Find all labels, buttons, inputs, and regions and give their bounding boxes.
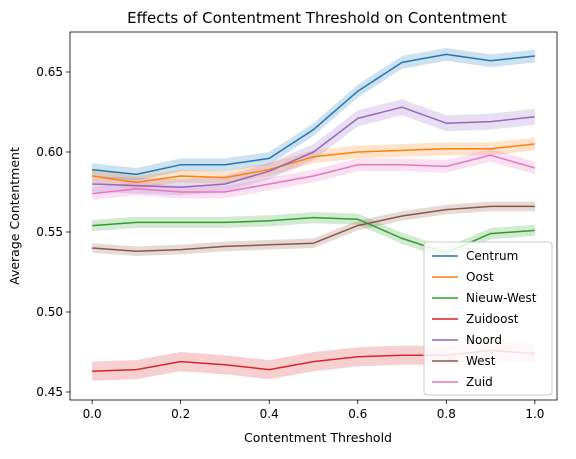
legend-label-noord: Noord (466, 333, 502, 347)
series-line-centrum (92, 53, 535, 176)
series-band-zuid (92, 148, 535, 200)
legend-label-centrum: Centrum (466, 249, 518, 263)
y-tick-label: 0.60 (36, 145, 63, 159)
series-line-oost (92, 143, 535, 184)
x-tick-label: 1.0 (525, 407, 544, 421)
series-band-west (92, 201, 535, 256)
legend: Centrum Oost Nieuw-West Zuidoost Noord West Zu… (423, 241, 553, 396)
x-tick-label: 0.6 (348, 407, 367, 421)
plot-area-frame (69, 31, 558, 401)
x-axis-label: Contentment Threshold (244, 430, 392, 445)
series-line-west (92, 205, 535, 252)
series-line-zuid (92, 154, 536, 195)
legend-label-zuidoost: Zuidoost (466, 312, 519, 326)
legend-label-zuid: Zuid (466, 375, 493, 389)
legend-label-west: West (466, 354, 496, 368)
x-tick-label: 0.4 (260, 407, 279, 421)
legend-label-oost: Oost (466, 270, 494, 284)
x-tick-label: 0.8 (437, 407, 456, 421)
series-band-noord (92, 99, 535, 196)
y-tick-label: 0.45 (36, 385, 63, 399)
chart-title: Effects of Contentment Threshold on Cont… (127, 9, 507, 27)
y-tick-label: 0.65 (36, 65, 63, 79)
x-tick-label: 0.2 (171, 407, 190, 421)
legend-label-nieuw-west: Nieuw-West (466, 291, 537, 305)
y-tick-label: 0.50 (36, 305, 63, 319)
x-tick-label: 0.0 (83, 407, 102, 421)
y-tick-label: 0.55 (36, 225, 63, 239)
series-band-oost (92, 137, 535, 189)
series-line-noord (92, 106, 535, 188)
y-axis-label: Average Contentment (7, 147, 22, 285)
legend-box (423, 241, 553, 396)
